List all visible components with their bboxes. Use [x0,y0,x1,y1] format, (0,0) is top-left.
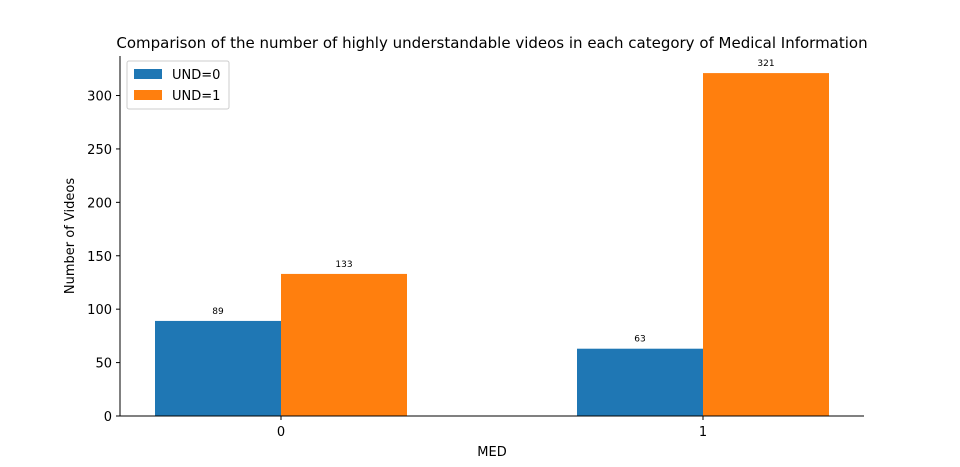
bar-und0-med1 [577,348,703,416]
y-tick-label: 0 [104,410,112,425]
y-axis-label: Number of Videos [63,178,78,294]
plot-area: 89 63 133 321 [155,59,829,417]
x-tick-label: 0 [277,425,285,440]
bar-und1-med1 [703,73,829,417]
chart-title: Comparison of the number of highly under… [116,34,867,52]
bar-und1-med0 [281,273,407,416]
y-axis-ticks: 0 50 100 150 200 250 300 [87,90,120,425]
x-tick-label: 1 [699,425,707,440]
y-tick-label: 100 [87,303,112,318]
data-label: 133 [335,260,352,270]
legend-swatch-und1 [134,90,162,100]
y-tick-label: 150 [87,250,112,265]
legend-label-und1: UND=1 [172,89,220,104]
legend: UND=0 UND=1 [126,60,230,110]
y-tick-label: 200 [87,196,112,211]
legend-swatch-und0 [134,69,162,79]
y-tick-label: 50 [95,357,112,372]
bar-und0-med0 [155,320,281,416]
legend-label-und0: UND=0 [172,68,220,83]
data-label: 321 [757,59,774,69]
y-tick-label: 250 [87,143,112,158]
x-axis-label: MED [477,445,506,460]
data-label: 89 [212,307,224,317]
y-tick-label: 300 [87,90,112,105]
data-label: 63 [634,335,645,345]
